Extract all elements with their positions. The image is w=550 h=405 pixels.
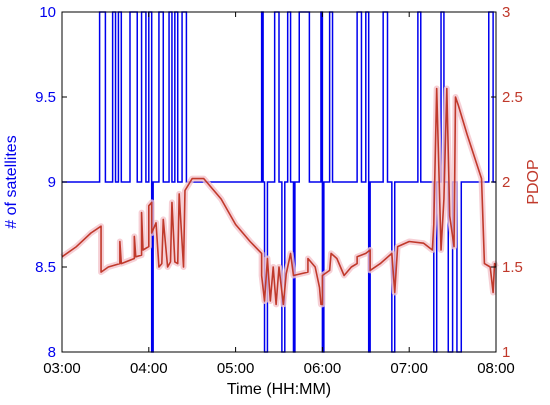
y-right-tick-label: 2.5 — [502, 89, 523, 106]
pdop-series-line — [61, 87, 497, 306]
y-axis-left-label: # of satellites — [3, 135, 20, 228]
x-tick-label: 07:00 — [390, 360, 428, 377]
series-layer — [60, 11, 499, 353]
y-right-tick-label: 1 — [502, 344, 510, 361]
y-left-tick-label: 8 — [48, 344, 56, 361]
y-right-tick-label: 2 — [502, 174, 510, 191]
y-left-tick-label: 9 — [48, 174, 56, 191]
x-tick-label: 05:00 — [217, 360, 255, 377]
x-tick-label: 06:00 — [304, 360, 342, 377]
x-tick-label: 03:00 — [43, 360, 81, 377]
y-left-tick-label: 10 — [39, 4, 56, 21]
satellites-series-line — [62, 11, 496, 353]
x-tick-label: 04:00 — [130, 360, 168, 377]
y-left-tick-label: 9.5 — [35, 89, 56, 106]
y-left-tick-label: 8.5 — [35, 259, 56, 276]
tick-layer: 03:00 04:00 05:00 06:00 07:00 08:00 8 8.5 9 9.5 10… — [35, 4, 523, 377]
y-right-tick-label: 1.5 — [502, 259, 523, 276]
y-right-tick-label: 3 — [502, 4, 510, 21]
x-axis-label: Time (HH:MM) — [227, 381, 331, 398]
x-tick-label: 08:00 — [477, 360, 515, 377]
y-axis-right-label: PDOP — [525, 159, 542, 204]
